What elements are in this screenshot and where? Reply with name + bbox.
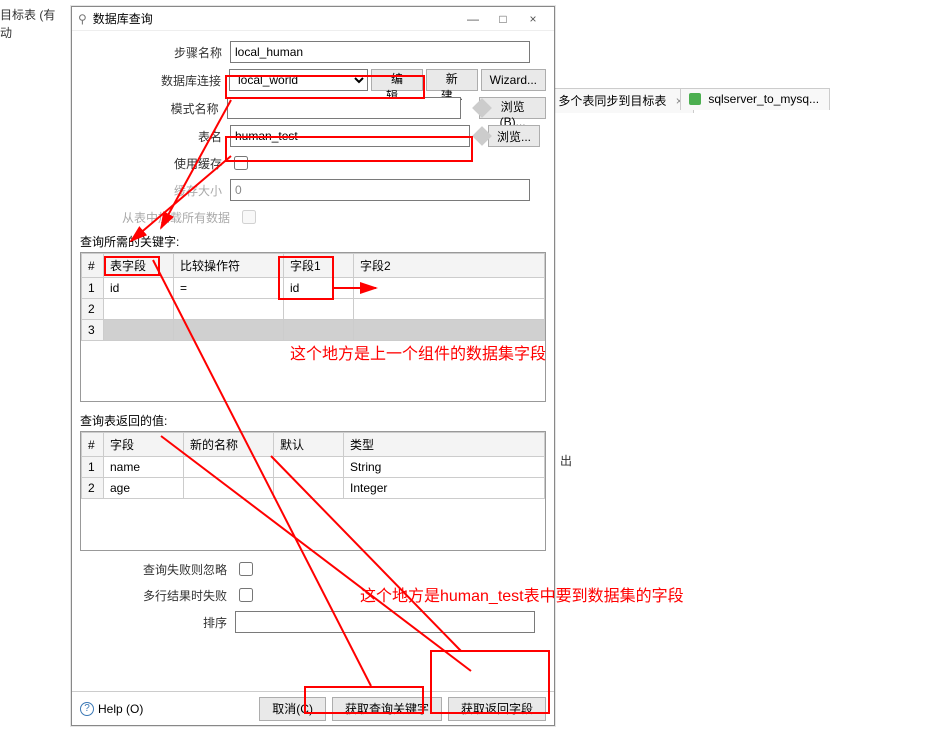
multi-fail-checkbox[interactable] [239,588,253,602]
tab-sqlserver[interactable]: sqlserver_to_mysq... [680,88,830,110]
bg-side-char: 出 [560,452,572,469]
step-name-input[interactable] [230,41,530,63]
fail-ignore-checkbox[interactable] [239,562,253,576]
table-label: 表名 [80,128,230,145]
table-header-row: # 字段 新的名称 默认 类型 [82,433,545,457]
fail-ignore-label: 查询失败则忽略 [80,561,235,578]
table-row[interactable]: 2 [82,299,545,320]
keys-section-title: 查询所需的关键字: [80,233,546,250]
edit-button[interactable]: 编辑... [371,69,423,91]
get-fields-button[interactable]: 获取返回字段 [448,697,546,721]
table-row[interactable]: 3 [82,320,545,341]
db-conn-label: 数据库连接 [80,72,229,89]
cache-size-input [230,179,530,201]
load-all-label: 从表中加载所有数据 [80,209,238,226]
schema-label: 模式名称 [80,100,227,117]
new-button[interactable]: 新建... [426,69,478,91]
dialog-bottom-bar: ? Help (O) 取消(C) 获取查询关键字 获取返回字段 [72,691,554,725]
keys-grid[interactable]: # 表字段 比较操作符 字段1 字段2 1 id = id 2 3 [80,252,546,402]
play-icon [689,93,701,105]
sort-label: 排序 [80,614,235,631]
bg-move-label: 动 [0,24,12,41]
close-button[interactable]: × [518,9,548,29]
get-keys-button[interactable]: 获取查询关键字 [332,697,442,721]
table-row[interactable]: 1 id = id [82,278,545,299]
annotation-text-1: 这个地方是上一个组件的数据集字段 [290,340,546,364]
schema-input[interactable] [227,97,462,119]
step-name-label: 步骤名称 [80,44,230,61]
annotation-text-2: 这个地方是human_test表中要到数据集的字段 [360,582,684,606]
sort-input[interactable] [235,611,535,633]
titlebar[interactable]: ⚲ 数据库查询 — □ × [72,7,554,31]
minimize-button[interactable]: — [458,9,488,29]
browse-button[interactable]: 浏览... [488,125,540,147]
maximize-button[interactable]: □ [488,9,518,29]
use-cache-label: 使用缓存 [80,155,230,172]
tab-label: sqlserver_to_mysq... [708,92,819,106]
table-row[interactable]: 2 age Integer [82,478,545,499]
load-all-checkbox [242,210,256,224]
table-header-row: # 表字段 比较操作符 字段1 字段2 [82,254,545,278]
values-section-title: 查询表返回的值: [80,412,546,429]
cancel-button[interactable]: 取消(C) [259,697,326,721]
table-row[interactable]: 1 name String [82,457,545,478]
multi-fail-label: 多行结果时失败 [80,587,235,604]
db-query-dialog: ⚲ 数据库查询 — □ × 步骤名称 数据库连接 local_world 编辑.… [71,6,555,726]
use-cache-checkbox[interactable] [234,156,248,170]
bg-target-table-label: 目标表 (有 [0,6,55,23]
magnifier-icon: ⚲ [78,12,87,26]
tab-label: 多个表同步到目标表 [558,94,666,108]
help-button[interactable]: ? Help (O) [80,702,143,716]
table-input[interactable] [230,125,470,147]
db-conn-select[interactable]: local_world [229,69,368,91]
help-icon: ? [80,702,94,716]
wizard-button[interactable]: Wizard... [481,69,546,91]
dialog-title: 数据库查询 [87,10,458,27]
cache-size-label: 缓存大小 [80,182,230,199]
values-grid[interactable]: # 字段 新的名称 默认 类型 1 name String 2 age Inte… [80,431,546,551]
